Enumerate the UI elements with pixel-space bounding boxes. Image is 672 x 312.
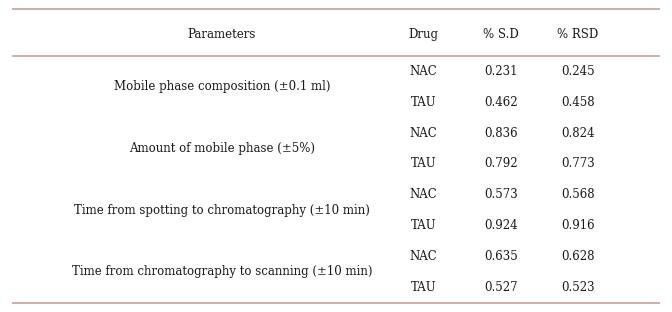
Text: % RSD: % RSD [557, 28, 599, 41]
Text: 0.824: 0.824 [561, 127, 595, 140]
Text: TAU: TAU [411, 219, 436, 232]
Text: TAU: TAU [411, 96, 436, 109]
Text: 0.573: 0.573 [484, 188, 517, 201]
Text: NAC: NAC [409, 250, 437, 263]
Text: % S.D: % S.D [482, 28, 519, 41]
Text: 0.527: 0.527 [484, 281, 517, 294]
Text: Time from spotting to chromatography (±10 min): Time from spotting to chromatography (±1… [74, 204, 370, 217]
Text: TAU: TAU [411, 158, 436, 170]
Text: 0.523: 0.523 [561, 281, 595, 294]
Text: TAU: TAU [411, 281, 436, 294]
Text: Amount of mobile phase (±5%): Amount of mobile phase (±5%) [129, 142, 314, 155]
Text: Mobile phase composition (±0.1 ml): Mobile phase composition (±0.1 ml) [114, 80, 330, 94]
Text: 0.245: 0.245 [561, 65, 595, 78]
Text: Drug: Drug [409, 28, 438, 41]
Text: 0.773: 0.773 [561, 158, 595, 170]
Text: 0.462: 0.462 [484, 96, 517, 109]
Text: 0.924: 0.924 [484, 219, 517, 232]
Text: Time from chromatography to scanning (±10 min): Time from chromatography to scanning (±1… [71, 265, 372, 278]
Text: 0.568: 0.568 [561, 188, 595, 201]
Text: 0.635: 0.635 [484, 250, 517, 263]
Text: 0.836: 0.836 [484, 127, 517, 140]
Text: Parameters: Parameters [187, 28, 256, 41]
Text: 0.792: 0.792 [484, 158, 517, 170]
Text: NAC: NAC [409, 188, 437, 201]
Text: 0.916: 0.916 [561, 219, 595, 232]
Text: NAC: NAC [409, 65, 437, 78]
Text: 0.628: 0.628 [561, 250, 595, 263]
Text: 0.458: 0.458 [561, 96, 595, 109]
Text: NAC: NAC [409, 127, 437, 140]
Text: 0.231: 0.231 [484, 65, 517, 78]
